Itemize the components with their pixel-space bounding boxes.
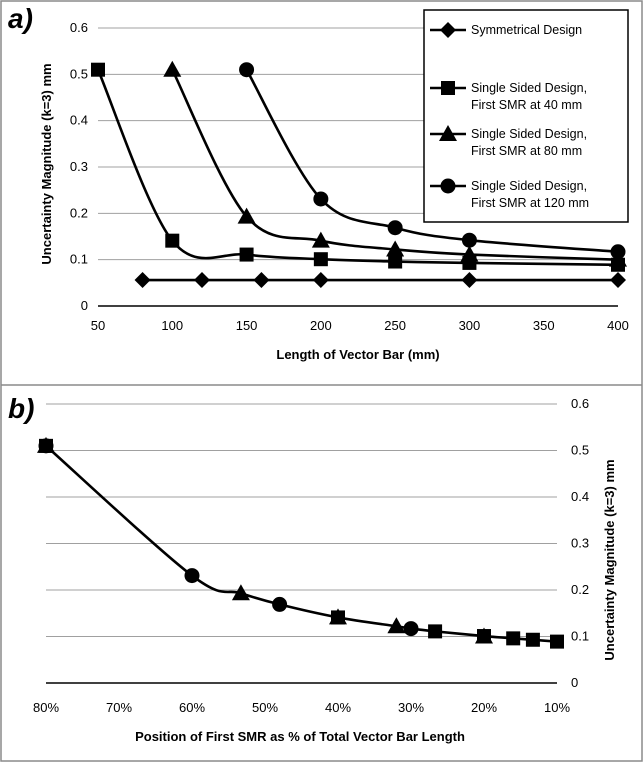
data-point-s2 (163, 60, 182, 77)
legend-marker (439, 125, 457, 141)
legend-entry: Single Sided Design, First SMR at 80 mm (471, 127, 587, 158)
data-point-square (506, 631, 521, 646)
y-axis-label-a: Uncertainty Magnitude (k=3) mm (39, 63, 54, 264)
legend-entry: Single Sided Design, First SMR at 120 mm (471, 179, 589, 210)
data-point-circle (184, 568, 200, 584)
data-point-s0 (610, 272, 626, 289)
data-point-square (550, 634, 564, 649)
x-tick-label-a: 100 (161, 318, 183, 333)
data-point-s0 (253, 272, 270, 289)
x-tick-label-a: 350 (533, 318, 555, 333)
legend: Symmetrical Design Single Sided Design, Fi… (423, 9, 629, 223)
data-point-circle (272, 596, 288, 612)
x-tick-label-a: 50 (91, 318, 105, 333)
data-point-s2 (386, 240, 405, 257)
legend-entry: Single Sided Design, First SMR at 40 mm (471, 81, 587, 112)
y-tick-label-b: 0.5 (571, 443, 589, 458)
y-tick-label-b: 0.4 (571, 489, 589, 504)
y-tick-label-a: 0.3 (70, 159, 88, 174)
data-point-s3 (239, 62, 255, 78)
data-point-triangle (387, 617, 406, 634)
legend-marker (440, 178, 456, 194)
x-tick-label-b: 40% (325, 700, 351, 715)
data-point-s2 (460, 245, 479, 262)
y-tick-label-b: 0.3 (571, 536, 589, 551)
x-tick-label-b: 30% (398, 700, 424, 715)
legend-entry: Symmetrical Design (471, 23, 582, 37)
y-tick-label-a: 0 (81, 298, 88, 313)
chart-panel-a: a) 0 0.1 0.2 0.3 0.4 0.5 0.6 50 100 150 200 250 300 3… (8, 3, 629, 362)
panel-label-b: b) (8, 393, 34, 424)
data-point-s0 (312, 272, 329, 289)
data-point-square (525, 632, 540, 647)
y-tick-label-a: 0.1 (70, 252, 88, 267)
y-tick-label-a: 0.2 (70, 205, 88, 220)
x-tick-label-b: 80% (33, 700, 59, 715)
data-point-s0 (461, 272, 478, 289)
x-tick-label-b: 20% (471, 700, 497, 715)
data-point-s1 (91, 62, 105, 77)
x-tick-label-a: 300 (459, 318, 481, 333)
data-point-s1 (165, 233, 180, 248)
data-point-s1 (239, 247, 254, 262)
x-tick-label-a: 200 (310, 318, 332, 333)
data-point-s3 (313, 191, 329, 207)
data-point-triangle (475, 627, 493, 644)
data-point-s1 (313, 252, 328, 267)
data-point-s3 (387, 220, 403, 236)
data-point-square (428, 624, 443, 639)
y-tick-label-b: 0 (571, 675, 578, 690)
data-point-s0 (194, 272, 210, 289)
x-tick-label-a: 150 (236, 318, 258, 333)
data-point-s1 (388, 254, 403, 269)
panel-label-a: a) (8, 3, 33, 34)
legend-marker (441, 81, 455, 95)
data-point-triangle (231, 584, 250, 601)
x-tick-label-b: 60% (179, 700, 205, 715)
x-axis-label-a: Length of Vector Bar (mm) (276, 347, 439, 362)
data-point-s3 (610, 244, 626, 260)
x-tick-label-b: 70% (106, 700, 132, 715)
y-axis-label-b: Uncertainty Magnitude (k=3) mm (602, 459, 617, 660)
data-point-s3 (461, 232, 477, 248)
y-tick-label-b: 0.6 (571, 396, 589, 411)
x-tick-label-b: 50% (252, 700, 278, 715)
x-tick-label-a: 400 (607, 318, 629, 333)
y-tick-label-a: 0.5 (70, 66, 88, 81)
data-point-s0 (134, 272, 151, 289)
x-tick-label-b: 10% (544, 700, 570, 715)
y-tick-label-b: 0.2 (571, 582, 589, 597)
x-axis-label-b: Position of First SMR as % of Total Vect… (135, 729, 465, 744)
chart-panel-b: b) 0 0.1 0.2 0.3 0.4 0.5 0.6 80% 70% 60% 50% 40% 30%… (8, 393, 617, 744)
data-point-s2 (237, 207, 256, 224)
data-point-triangle (329, 608, 347, 625)
y-tick-label-a: 0.6 (70, 20, 88, 35)
y-tick-label-b: 0.1 (571, 629, 589, 644)
data-point-s2 (311, 231, 330, 248)
y-tick-label-a: 0.4 (70, 113, 88, 128)
series-line-2 (171, 69, 619, 261)
legend-marker (440, 22, 456, 38)
data-point-square (39, 438, 53, 453)
x-tick-label-a: 250 (384, 318, 406, 333)
data-point-circle (403, 621, 419, 637)
